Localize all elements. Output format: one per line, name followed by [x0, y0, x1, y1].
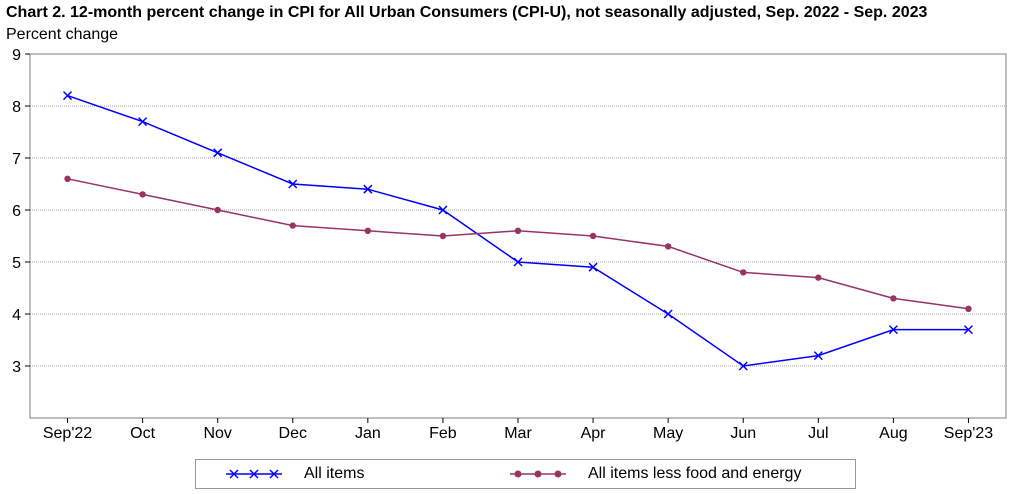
chart-title: Chart 2. 12-month percent change in CPI … [6, 4, 928, 21]
x-tick-label: Feb [429, 425, 457, 442]
series-layer [63, 91, 973, 371]
data-point [139, 191, 146, 198]
data-point [815, 274, 822, 281]
data-point [214, 206, 221, 214]
data-point [965, 305, 972, 312]
x-tick-label: Nov [203, 425, 231, 442]
data-point [514, 227, 522, 234]
x-tick-label: Sep'23 [944, 425, 993, 442]
legend-label-all-items: All items [304, 465, 365, 482]
data-point [664, 243, 672, 250]
data-point [289, 222, 296, 229]
data-point [63, 91, 73, 101]
grid-lines [30, 105, 1006, 367]
plot-frame [29, 53, 1007, 419]
data-point [438, 205, 448, 215]
legend-entry-core: All items less food and energy [510, 460, 801, 488]
x-tick-label: Jul [808, 425, 828, 442]
series-line [67, 178, 969, 310]
y-axis-title: Percent change [6, 26, 119, 43]
legend-label-core: All items less food and energy [588, 465, 802, 482]
legend-swatch-all-items [226, 469, 282, 479]
y-tick-label: 5 [12, 255, 21, 272]
data-point [740, 269, 747, 276]
series-1 [64, 175, 972, 312]
data-point [363, 184, 373, 194]
data-point [213, 148, 223, 158]
y-tick-label: 4 [12, 307, 21, 324]
axes: 3 4 5 6 7 8 9 Sep'22 Oct Nov Dec Jan Feb Mar Apr May Jun… [12, 47, 1007, 442]
y-tick-label: 7 [12, 151, 21, 168]
data-point [888, 325, 898, 335]
data-point [589, 232, 597, 240]
x-tick-label: Oct [130, 425, 155, 442]
data-point [138, 117, 148, 127]
x-tick-label: Aug [879, 425, 907, 442]
data-point [663, 309, 673, 319]
data-point [813, 351, 823, 361]
data-point [64, 175, 71, 182]
legend-swatch-core [510, 470, 566, 478]
legend-entry-all-items: All items [226, 460, 364, 488]
x-tick-label: Jun [730, 425, 756, 442]
x-tick-label: Dec [279, 425, 307, 442]
series-0 [63, 91, 973, 371]
x-tick-label: Mar [504, 425, 532, 442]
data-point [963, 325, 973, 335]
x-tick-label: Apr [581, 425, 607, 442]
x-tick-label: Jan [355, 425, 381, 442]
x-tick-label: Sep'22 [43, 425, 92, 442]
y-tick-label: 9 [12, 47, 21, 64]
data-point [439, 232, 447, 240]
y-tick-label: 6 [12, 203, 21, 220]
data-point [364, 227, 372, 234]
y-tick-label: 8 [12, 99, 21, 116]
data-point [588, 262, 598, 272]
x-tick-label: May [653, 425, 683, 442]
data-point [890, 295, 897, 302]
legend: All items All items less food and energy [195, 459, 856, 489]
data-point [738, 361, 748, 371]
data-point [288, 179, 298, 189]
data-point [513, 257, 523, 267]
y-tick-label: 3 [12, 359, 21, 376]
